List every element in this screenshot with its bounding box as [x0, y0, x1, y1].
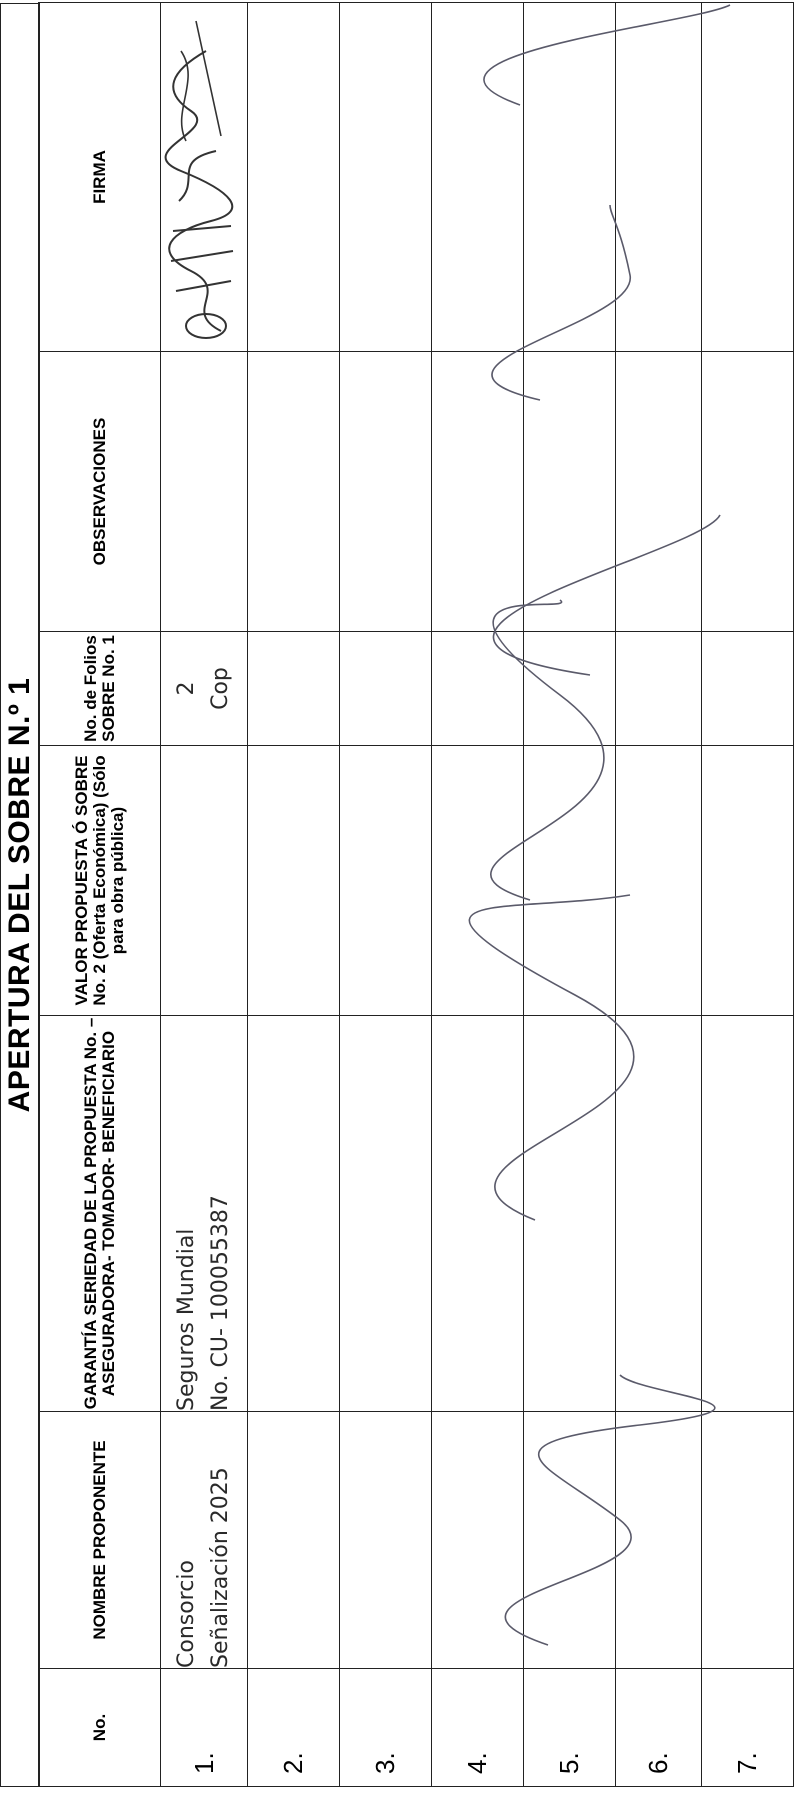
garantia-cell [431, 1015, 524, 1412]
row-number: 6. [615, 1668, 702, 1787]
observaciones-cell [247, 351, 340, 632]
garantia-cell [615, 1015, 702, 1412]
proponente-cell [701, 1411, 794, 1669]
proponente-line-1: Consorcio [174, 1560, 199, 1668]
garantia-cell [247, 1015, 340, 1412]
proponente-cell [615, 1411, 702, 1669]
observaciones-cell [615, 351, 702, 632]
folios-cell [247, 631, 340, 746]
header-proponente: NOMBRE PROPONENTE [38, 1411, 161, 1669]
folios-cell: 2 Cop [160, 631, 248, 746]
garantia-cell [339, 1015, 432, 1412]
header-folios: No. de Folios SOBRE No. 1 [38, 631, 161, 746]
garantia-cell: Seguros Mundial No. CU- 100055387 [160, 1015, 248, 1412]
valor-cell [247, 745, 340, 1016]
header-row: No. NOMBRE PROPONENTE GARANTÍA SERIEDAD … [38, 2, 161, 1787]
header-observaciones: OBSERVACIONES [38, 351, 161, 632]
row-number: 1. [160, 1668, 248, 1787]
proponente-line-2: Señalización 2025 [208, 1467, 233, 1668]
valor-cell [615, 745, 702, 1016]
garantia-line-2: No. CU- 100055387 [208, 1195, 233, 1411]
firma-cell [160, 2, 248, 352]
header-no: No. [38, 1668, 161, 1787]
proponente-cell [523, 1411, 616, 1669]
valor-cell [160, 745, 248, 1016]
garantia-cell [523, 1015, 616, 1412]
folios-cell [431, 631, 524, 746]
observaciones-cell [339, 351, 432, 632]
folios-cell [615, 631, 702, 746]
proposal-table: No. NOMBRE PROPONENTE GARANTÍA SERIEDAD … [38, 2, 794, 1787]
observaciones-cell [431, 351, 524, 632]
form-title-band: APERTURA DEL SOBRE N.º 1 [0, 3, 40, 1787]
table-row: 3. [339, 2, 432, 1787]
row-number: 5. [523, 1668, 616, 1787]
garantia-cell [701, 1015, 794, 1412]
garantia-line-1: Seguros Mundial [174, 1228, 199, 1411]
proponente-cell [431, 1411, 524, 1669]
firma-cell [339, 2, 432, 352]
valor-cell [339, 745, 432, 1016]
firma-cell [523, 2, 616, 352]
folios-cell [523, 631, 616, 746]
table-row: 5. [523, 2, 616, 1787]
table-row: 4. [431, 2, 524, 1787]
observaciones-cell [701, 351, 794, 632]
observaciones-cell [523, 351, 616, 632]
row-number: 4. [431, 1668, 524, 1787]
signature-image [164, 20, 234, 339]
firma-cell [701, 2, 794, 352]
valor-cell [523, 745, 616, 1016]
folios-line-1: 2 [174, 681, 199, 696]
proponente-cell [247, 1411, 340, 1669]
folios-line-2: Cop [208, 667, 233, 710]
header-firma: FIRMA [38, 2, 161, 352]
table-row: 6. [615, 2, 702, 1787]
proponente-cell [339, 1411, 432, 1669]
table-row: 7. [701, 2, 794, 1787]
observaciones-cell [160, 351, 248, 632]
table-row: 1. Consorcio Señalización 2025 Seguros M… [160, 2, 248, 1787]
form-title: APERTURA DEL SOBRE N.º 1 [3, 677, 36, 1113]
table-row: 2. [247, 2, 340, 1787]
header-garantia: GARANTÍA SERIEDAD DE LA PROPUESTA No. – … [38, 1015, 161, 1412]
valor-cell [431, 745, 524, 1016]
row-number: 2. [247, 1668, 340, 1787]
header-valor: VALOR PROPUESTA Ó SOBRE No. 2 (Oferta Ec… [38, 745, 161, 1016]
row-number: 3. [339, 1668, 432, 1787]
valor-cell [701, 745, 794, 1016]
folios-cell [701, 631, 794, 746]
proponente-cell: Consorcio Señalización 2025 [160, 1411, 248, 1669]
firma-cell [247, 2, 340, 352]
folios-cell [339, 631, 432, 746]
firma-cell [431, 2, 524, 352]
firma-cell [615, 2, 702, 352]
row-number: 7. [701, 1668, 794, 1787]
